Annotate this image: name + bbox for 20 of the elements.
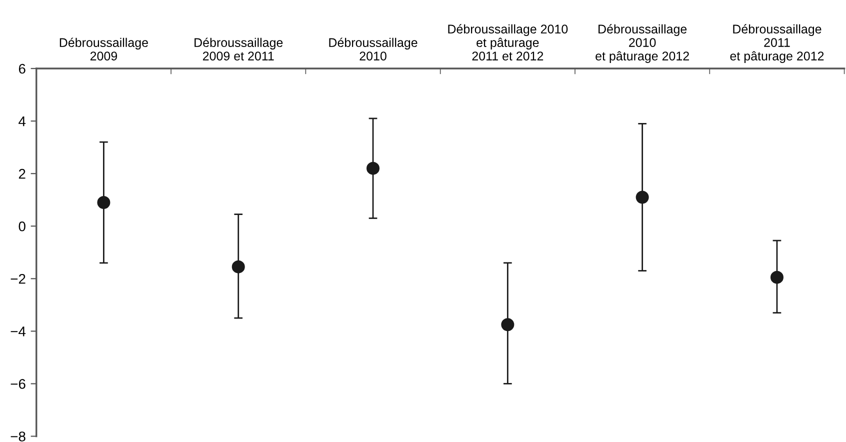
y-tick-label: 2	[18, 168, 26, 179]
y-tick-label: 4	[18, 116, 26, 126]
y-tick-label: −8	[10, 432, 26, 442]
x-tick-label: Débroussaillage 2010 et pâturage 2011 et 2012	[448, 24, 568, 60]
x-tick-label: Débroussaillage 2010 et pâturage 2012	[596, 24, 689, 63]
y-tick-label: 0	[18, 221, 26, 232]
y-tick-label: −6	[10, 379, 26, 389]
y-tick-label: −4	[10, 326, 26, 336]
x-tick-label: Débroussaillage 2009 et 2011	[194, 38, 283, 60]
point	[366, 162, 380, 175]
y-tick-label: −2	[10, 274, 26, 284]
point	[770, 270, 784, 284]
point	[636, 190, 649, 204]
point	[97, 196, 110, 209]
x-tick-label: Débroussaillage 2011 et pâturage 2012	[730, 24, 824, 63]
point	[501, 318, 514, 332]
x-tick-label: Débroussaillage 2009	[60, 38, 148, 60]
point	[232, 260, 245, 274]
x-tick-label: Débroussaillage 2010	[329, 38, 418, 60]
y-tick-label: 6	[18, 64, 26, 74]
